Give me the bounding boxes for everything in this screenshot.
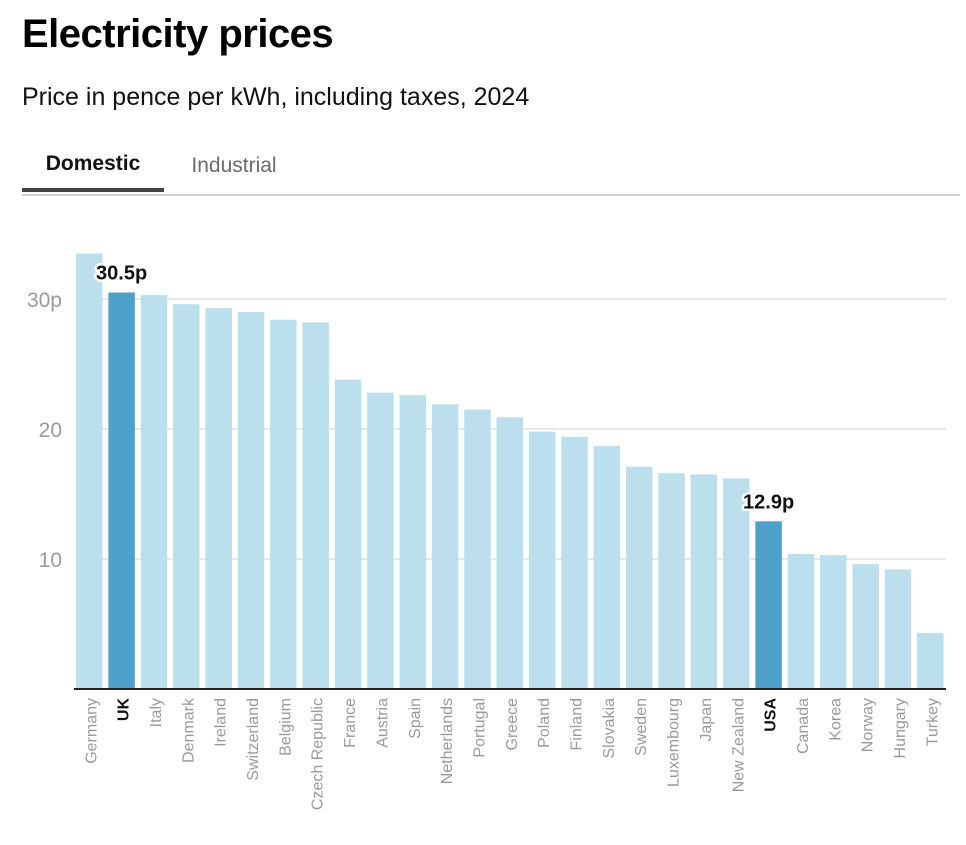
bar-turkey[interactable] (917, 633, 944, 689)
bar-hungary[interactable] (884, 569, 912, 689)
x-label-germany: Germany (83, 698, 100, 764)
bar-denmark[interactable] (173, 304, 200, 689)
x-label-france: France (342, 698, 359, 748)
x-label-switzerland: Switzerland (245, 698, 262, 781)
x-label-new-zealand: New Zealand (730, 698, 747, 792)
tab-industrial[interactable]: Industrial (174, 140, 294, 192)
bar-slovakia[interactable] (593, 445, 621, 689)
tab-domestic[interactable]: Domestic (22, 140, 164, 192)
x-label-sweden: Sweden (633, 698, 650, 756)
bar-spain[interactable] (399, 395, 427, 689)
x-label-hungary: Hungary (892, 698, 909, 758)
bar-luxembourg[interactable] (658, 473, 685, 689)
x-label-japan: Japan (698, 698, 715, 742)
bar-new-zealand[interactable] (723, 478, 750, 689)
bar-portugal[interactable] (464, 409, 491, 690)
y-tick-label: 30p (27, 289, 62, 312)
bar-finland[interactable] (561, 436, 588, 689)
x-label-greece: Greece (504, 698, 521, 751)
bar-uk[interactable] (108, 292, 135, 690)
labels: Germany UK Italy Denmark Ireland Switzerland B… (83, 260, 941, 810)
x-label-portugal: Portugal (471, 698, 488, 758)
x-label-netherlands: Netherlands (439, 698, 456, 784)
x-label-italy: Italy (148, 698, 165, 727)
bar-norway[interactable] (852, 564, 879, 689)
bar-france[interactable] (334, 379, 362, 689)
bars (76, 253, 944, 690)
bar-sweden[interactable] (625, 466, 653, 689)
bar-netherlands[interactable] (431, 404, 459, 689)
bar-canada[interactable] (787, 553, 815, 689)
x-label-belgium: Belgium (277, 698, 294, 756)
chart-title: Electricity prices (22, 12, 334, 56)
bar-greece[interactable] (496, 417, 524, 689)
x-label-spain: Spain (407, 698, 424, 739)
axes: 10 20 30p (27, 289, 946, 690)
bar-ireland[interactable] (205, 308, 232, 689)
bar-austria[interactable] (367, 392, 394, 689)
x-label-ireland: Ireland (213, 698, 230, 747)
x-label-usa: USA (763, 698, 780, 732)
x-label-poland: Poland (536, 698, 553, 748)
value-label-usa: 12.9p (743, 491, 794, 513)
bar-japan[interactable] (690, 474, 718, 690)
bar-usa[interactable] (755, 521, 782, 689)
bar-poland[interactable] (528, 431, 556, 689)
y-tick-label: 10 (39, 549, 62, 572)
bar-switzerland[interactable] (237, 312, 265, 689)
bar-czech-republic[interactable] (302, 322, 329, 689)
x-label-korea: Korea (827, 698, 844, 741)
x-label-luxembourg: Luxembourg (666, 698, 683, 787)
x-label-slovakia: Slovakia (601, 698, 618, 759)
x-label-canada: Canada (795, 698, 812, 754)
x-label-turkey: Turkey (924, 698, 941, 746)
x-label-austria: Austria (374, 698, 391, 748)
x-label-uk: UK (116, 698, 133, 722)
x-label-finland: Finland (569, 698, 586, 750)
tab-bar: Domestic Industrial (22, 140, 960, 196)
bar-korea[interactable] (820, 555, 847, 689)
x-label-czech-republic: Czech Republic (310, 698, 327, 810)
bar-italy[interactable] (140, 295, 168, 689)
x-label-denmark: Denmark (180, 697, 197, 763)
chart-subtitle: Price in pence per kWh, including taxes,… (22, 83, 530, 111)
value-label-uk: 30.5p (96, 263, 147, 285)
bar-germany[interactable] (76, 253, 103, 690)
x-label-norway: Norway (860, 698, 877, 752)
y-tick-label: 20 (39, 419, 62, 442)
bar-belgium[interactable] (270, 319, 297, 689)
